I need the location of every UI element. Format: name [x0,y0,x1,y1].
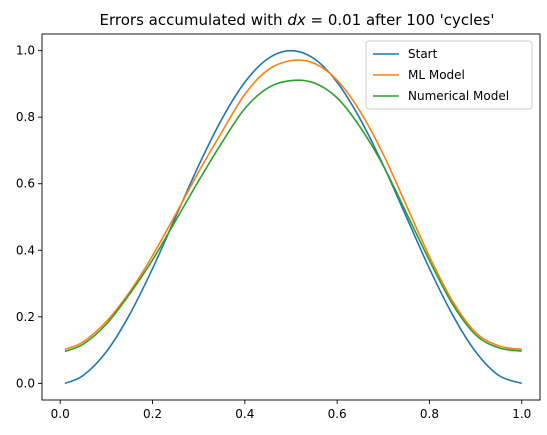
y-tick-label: 0.4 [16,243,35,257]
x-tick-label: 1.0 [512,407,531,421]
x-tick-label: 0.2 [143,407,162,421]
axes-frame [41,33,541,401]
series-line-1 [64,59,522,351]
y-tick-label: 0.2 [16,310,35,324]
legend-label: Numerical Model [408,89,509,103]
x-tick-label: 0.6 [328,407,347,421]
series-line-2 [64,79,522,353]
legend-box [365,40,533,110]
legend-label: Start [408,47,438,61]
x-tick-label: 0.0 [51,407,70,421]
y-tick-label: 0.8 [16,110,35,124]
y-tick-label: 0.6 [16,177,35,191]
x-tick-label: 0.4 [235,407,254,421]
y-tick-label: 0.0 [16,376,35,390]
y-tick-label: 1.0 [16,44,35,58]
x-axis: 0.0 0.2 0.4 0.6 0.8 1.0 [51,400,531,421]
legend: Start ML Model Numerical Model [365,40,533,110]
y-axis: 0.0 0.2 0.4 0.6 0.8 1.0 [16,44,42,390]
plot-area [64,49,523,385]
series-line-0 [64,49,523,385]
x-tick-label: 0.8 [420,407,439,421]
legend-label: ML Model [408,68,465,82]
chart-title: Errors accumulated with dx = 0.01 after … [100,11,495,29]
